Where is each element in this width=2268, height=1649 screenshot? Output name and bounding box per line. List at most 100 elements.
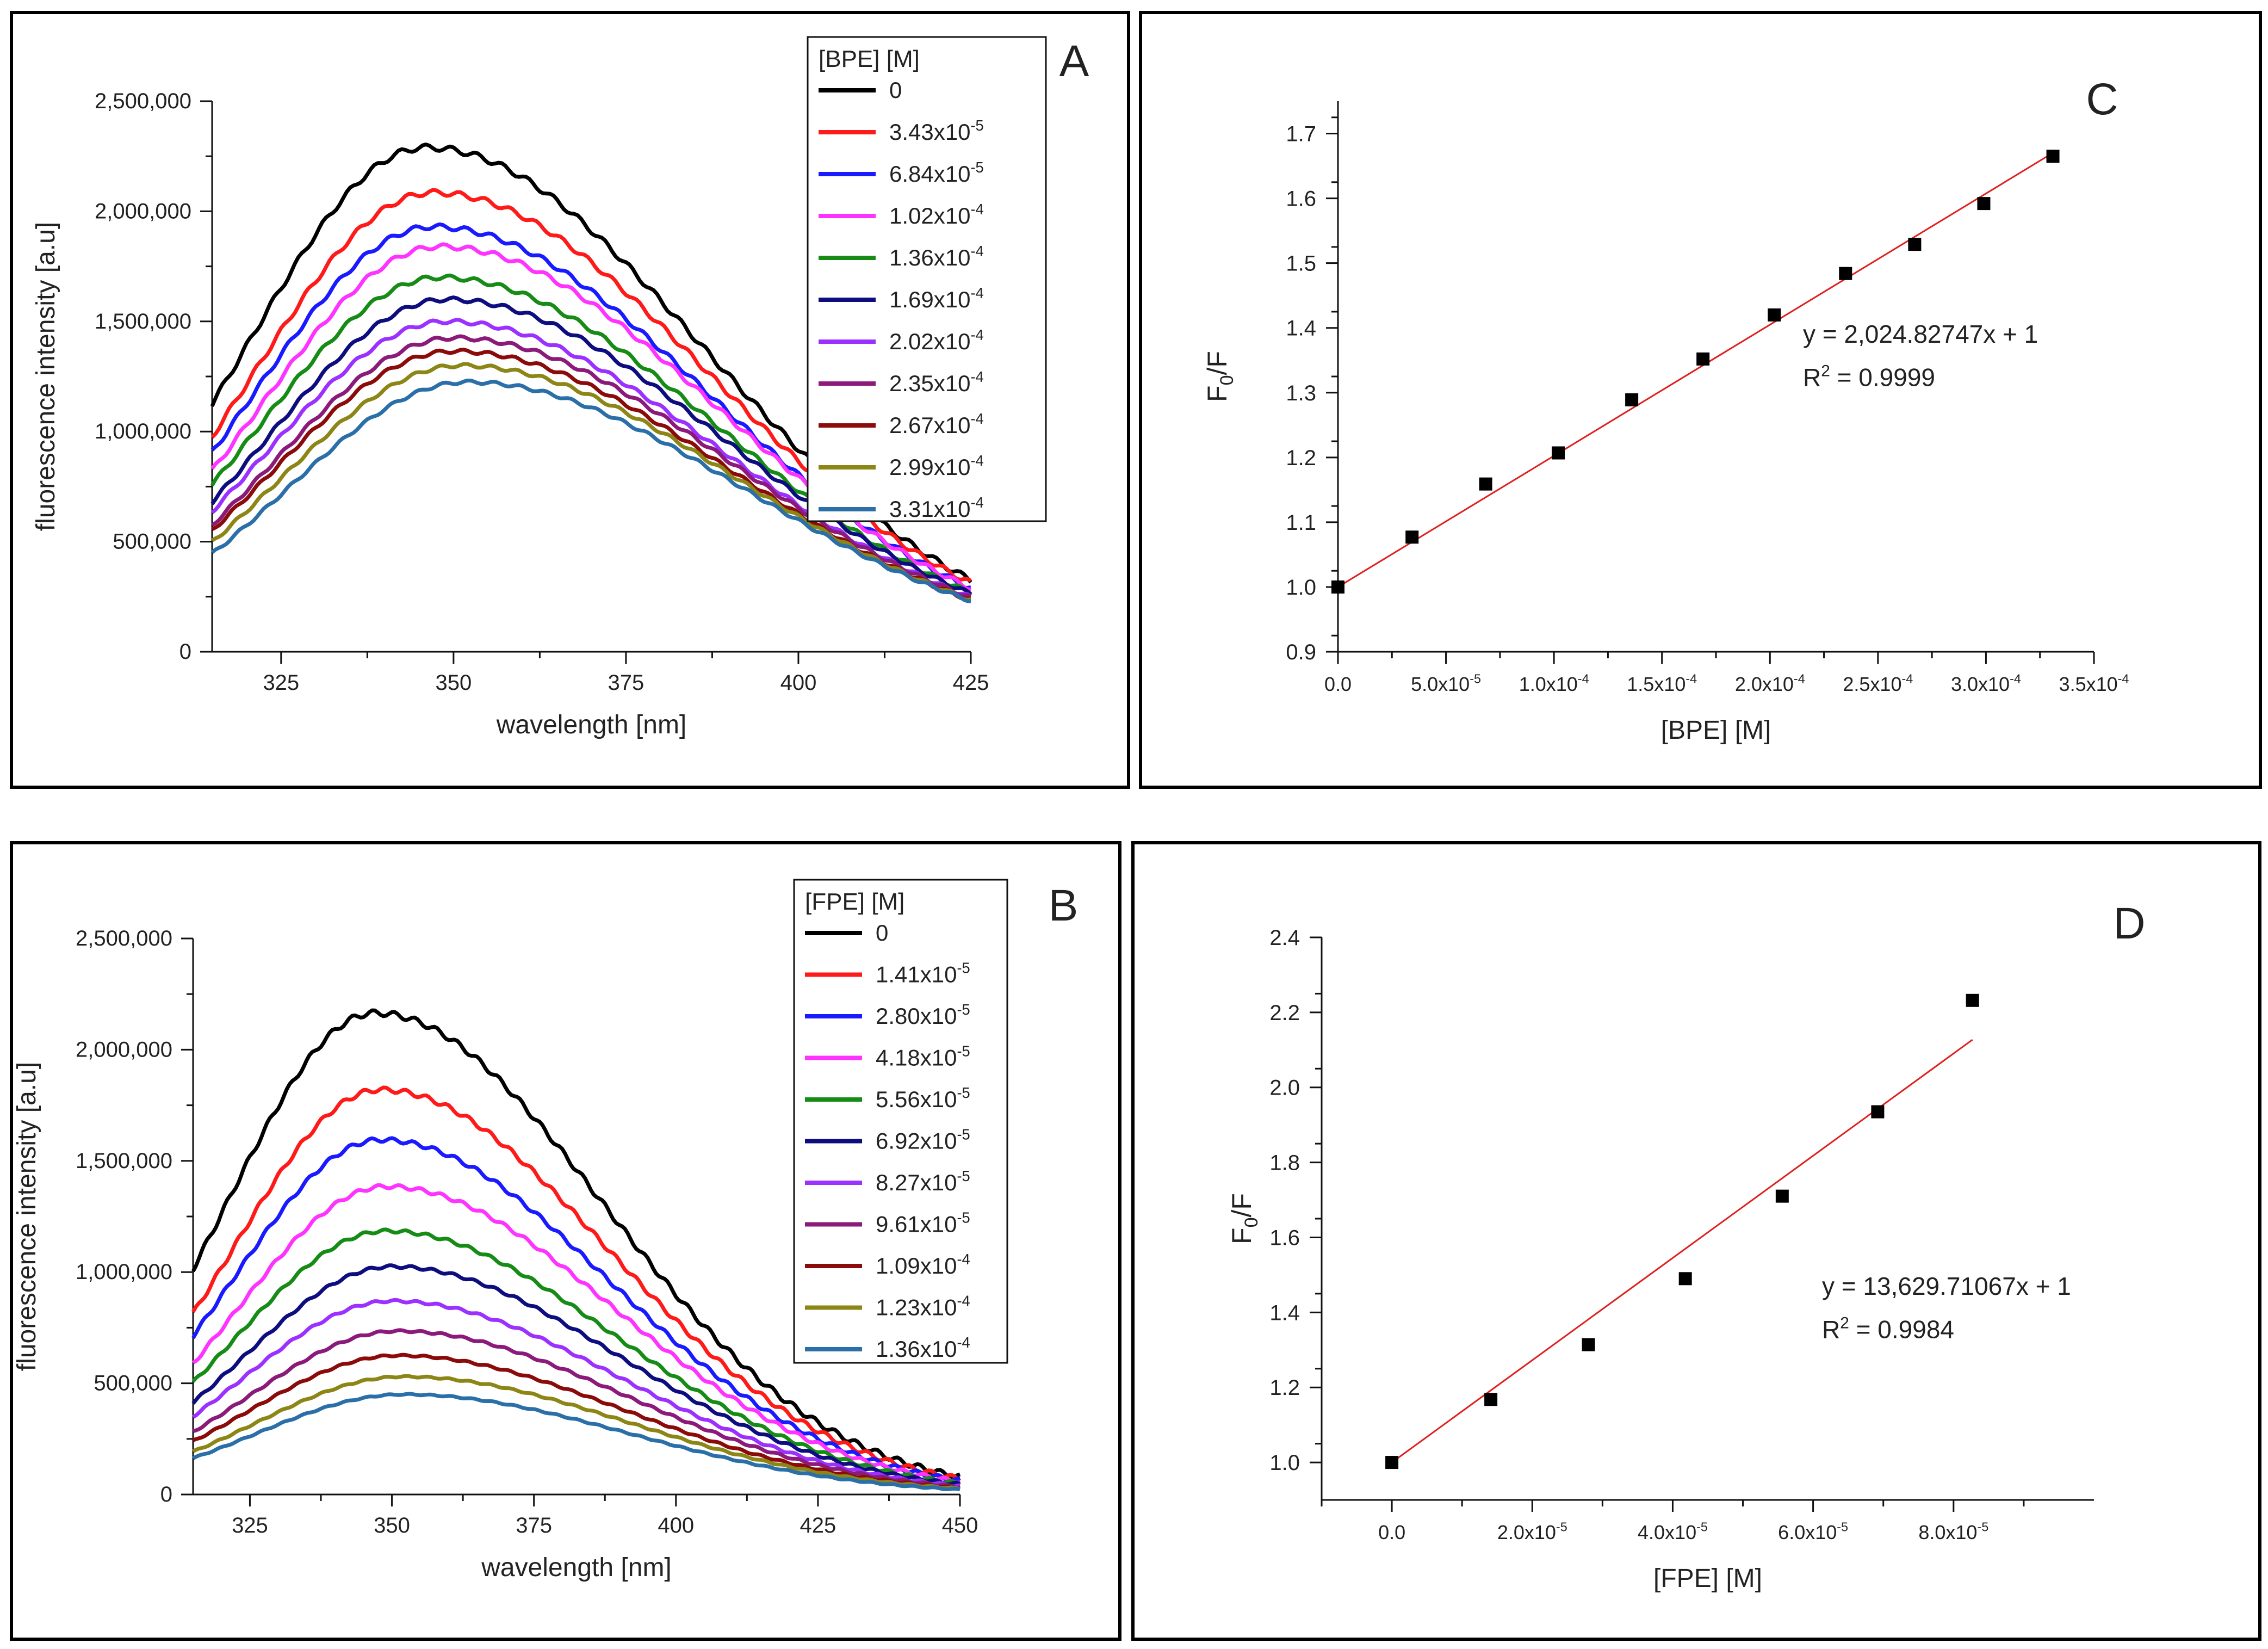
legend-title: [FPE] [M] [805, 888, 904, 915]
x-tick-label-part: -4 [2010, 672, 2021, 686]
y-axis-title: F0/F [1202, 351, 1237, 402]
data-point [1768, 308, 1781, 322]
y-tick-label: 1,000,000 [95, 419, 191, 443]
legend-box [807, 36, 1047, 522]
legend-label-part: 0 [876, 920, 888, 946]
panel-c-chart: 0.9 1.0 1.1 1.2 1.3 1.4 1.5 1.6 1.7 0.0 5.0x10-5 1.… [1202, 75, 2129, 745]
data-point [1484, 1393, 1498, 1406]
y-tick-label: 1,000,000 [76, 1260, 172, 1284]
x-tick-label: 400 [780, 671, 817, 695]
panel-c-frame [1139, 11, 2262, 789]
x-tick-label: 0.0 [1324, 673, 1352, 695]
fit-equation: y = 13,629.71067x + 1 [1822, 1272, 2071, 1300]
y-axis-title: fluorescence intensity [a.u] [32, 222, 60, 531]
legend-label-part: -4 [957, 1293, 970, 1310]
data-point [1908, 238, 1922, 251]
series-line-2 [191, 1136, 961, 1483]
x-tick-label: 325 [263, 671, 299, 695]
data-point [1678, 1272, 1692, 1286]
panel-label: A [1059, 36, 1089, 86]
y-tick-label: 1.3 [1286, 381, 1316, 405]
y-tick-label: 1.0 [1269, 1451, 1300, 1475]
y-tick-label: 2,500,000 [95, 89, 191, 113]
fit-r-squared-part: = 0.9984 [1849, 1316, 1954, 1344]
series-line-10 [210, 378, 971, 603]
legend-label-part: -5 [957, 1084, 970, 1101]
panel-b-chart: 0 500,000 1,000,000 1,500,000 2,000,000 2,500… [13, 879, 1078, 1582]
legend-label: 1.09x10-4 [876, 1251, 970, 1279]
legend-box [793, 879, 1008, 1364]
series-line-5 [191, 1263, 961, 1486]
legend-label: 3.31x10-4 [889, 494, 984, 522]
legend-label-part: 2.80x10 [876, 1003, 957, 1029]
y-tick-label: 500,000 [94, 1372, 172, 1395]
legend-label: 8.27x10-5 [876, 1168, 970, 1195]
x-tick-label-part: 0.0 [1324, 673, 1352, 695]
legend-label: 1.02x10-4 [889, 201, 984, 228]
legend-label: 4.18x10-5 [876, 1043, 970, 1071]
x-tick-label: 2.0x10-4 [1735, 672, 1805, 695]
legend-label-part: -5 [957, 1168, 970, 1184]
x-tick-label: 3.0x10-4 [1951, 672, 2021, 695]
y-tick-label: 1.4 [1286, 317, 1316, 341]
data-point [1405, 530, 1419, 544]
legend-label-part: -4 [957, 1334, 970, 1351]
legend-label: 6.84x10-5 [889, 159, 984, 187]
panel-a-chart: 0 500,000 1,000,000 1,500,000 2,000,000 2,500… [32, 36, 1089, 739]
y-axis-title: fluorescence intensity [a.u] [13, 1062, 41, 1371]
x-tick-label: 2.0x10-5 [1497, 1520, 1567, 1543]
x-tick-label: 425 [800, 1514, 836, 1537]
fit-line [1391, 1039, 1973, 1463]
y-tick-label: 500,000 [113, 530, 191, 554]
x-tick-label: 450 [942, 1514, 978, 1537]
data-point [1696, 352, 1710, 366]
series-line-1 [191, 1085, 962, 1483]
x-tick-label: 8.0x10-5 [1918, 1520, 1988, 1543]
x-tick-label: 4.0x10-5 [1638, 1520, 1708, 1543]
legend-label-part: -5 [957, 1043, 970, 1060]
x-tick-label: 0.0 [1378, 1521, 1405, 1543]
legend-label-part: 6.92x10 [876, 1128, 957, 1154]
x-tick-label-part: 3.5x10 [2059, 673, 2118, 695]
legend-label-part: 8.27x10 [876, 1170, 957, 1195]
legend-label-part: 1.36x10 [889, 245, 970, 270]
x-tick-label-part: 3.0x10 [1951, 673, 2010, 695]
y-tick-label: 1.6 [1286, 187, 1316, 211]
legend-label-part: -5 [957, 960, 970, 977]
y-tick-label: 1.2 [1286, 446, 1316, 470]
series-line-10 [192, 1392, 961, 1492]
x-tick-label-part: -5 [1470, 672, 1481, 686]
legend-label-part: 2.67x10 [889, 412, 970, 438]
legend-label-part: 6.84x10 [889, 161, 970, 187]
legend-label: 1.23x10-4 [876, 1293, 970, 1320]
data-point [1582, 1338, 1595, 1351]
y-tick-label: 1.1 [1286, 511, 1316, 535]
panel-d-chart: 1.01.21.41.61.82.02.22.40.0 2.0x10-5 4.0x1… [1226, 899, 2146, 1593]
y-tick-label: 2,500,000 [76, 927, 172, 950]
data-point [1839, 267, 1852, 280]
x-tick-label-part: 2.0x10 [1497, 1521, 1556, 1543]
x-tick-label-part: -4 [2118, 672, 2129, 686]
legend-label-part: -4 [970, 243, 983, 260]
y-tick-label: 1.6 [1269, 1226, 1300, 1250]
x-tick-label-part: 6.0x10 [1778, 1521, 1837, 1543]
legend-label-part: -5 [970, 117, 983, 134]
legend-label-part: -4 [970, 285, 983, 301]
x-axis-title: wavelength [nm] [481, 1553, 672, 1582]
legend-label-part: 2.02x10 [889, 329, 970, 354]
x-tick-label-part: 4.0x10 [1638, 1521, 1696, 1543]
x-tick-label: 3.5x10-4 [2059, 672, 2129, 695]
y-axis-title-part: /F [1226, 1193, 1257, 1217]
x-tick-label-part: -5 [1556, 1520, 1567, 1534]
x-tick-label-part: -4 [1578, 672, 1589, 686]
x-tick-label: 375 [608, 671, 645, 695]
legend-label-part: 1.09x10 [876, 1253, 957, 1279]
data-point [2046, 150, 2060, 163]
y-tick-label: 0.9 [1286, 640, 1316, 664]
y-tick-label: 2.4 [1269, 926, 1300, 950]
data-point [1977, 197, 1991, 211]
x-tick-label-part: 2.5x10 [1843, 673, 1901, 695]
legend-label-part: -4 [970, 368, 983, 385]
legend-label-part: 0 [889, 77, 902, 103]
